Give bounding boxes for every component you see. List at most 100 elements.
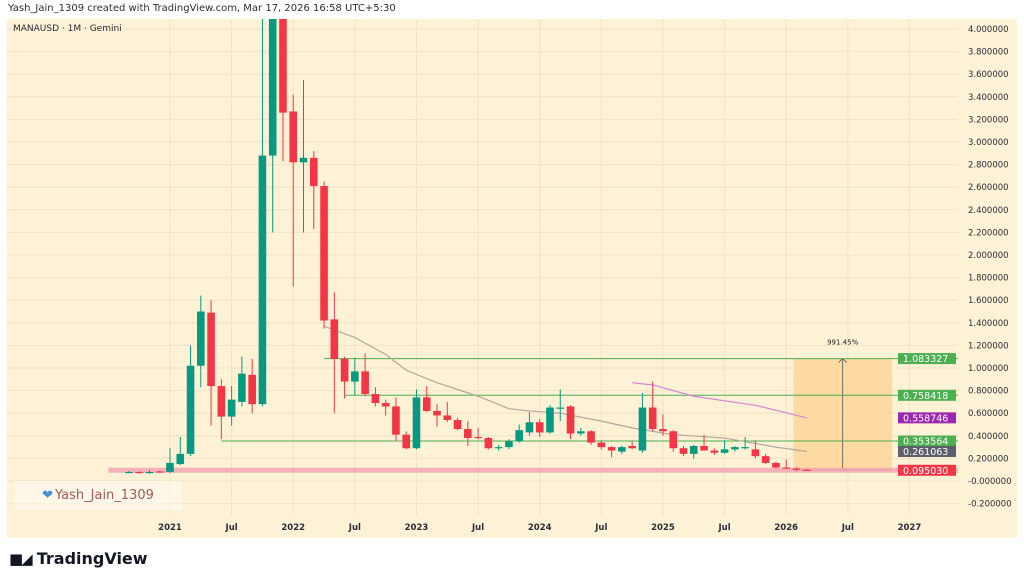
tradingview-logo[interactable]: ■◢ TradingView: [9, 549, 148, 568]
time-tick-label: 2021: [158, 523, 182, 533]
candle: [464, 421, 472, 446]
candle: [474, 427, 482, 440]
price-badge: 1.083327: [898, 353, 956, 365]
candle-body: [772, 462, 780, 468]
candle-body: [217, 386, 226, 417]
candle: [402, 431, 411, 450]
candle-body: [710, 450, 719, 453]
candle: [289, 94, 298, 287]
candle-body: [628, 445, 636, 449]
candle-body: [515, 430, 523, 442]
price-badge-label: 0.353564: [903, 437, 948, 448]
tradingview-logo-icon: ■◢: [9, 549, 33, 568]
candle-body: [361, 371, 369, 394]
candle-body: [289, 111, 298, 163]
candle: [340, 356, 349, 399]
candle: [761, 453, 770, 465]
price-tick-label: 2.400000: [968, 206, 1009, 216]
candle-body: [422, 397, 431, 411]
candle-body: [638, 407, 647, 451]
candle-body: [166, 462, 174, 472]
candle: [638, 392, 647, 453]
candle-body: [340, 358, 349, 382]
candle: [720, 440, 729, 454]
time-tick-label: 2022: [281, 523, 305, 533]
candle-body: [227, 399, 236, 417]
price-badge-label: 1.083327: [903, 354, 948, 365]
candle-body: [751, 449, 760, 457]
candle-body: [597, 442, 606, 448]
candle: [197, 295, 205, 388]
candle-body: [700, 445, 708, 451]
candle-body: [802, 469, 811, 471]
candle-body: [135, 471, 143, 474]
time-tick-label: Jul: [594, 523, 607, 533]
price-badge-bg: [898, 435, 956, 447]
candle: [268, 19, 277, 233]
time-tick-label: 2025: [651, 523, 675, 533]
price-tick-label: 0.800000: [968, 387, 1009, 397]
price-badge-label: 0.558746: [903, 413, 948, 424]
candle-body: [279, 19, 287, 113]
candle-body: [505, 441, 513, 448]
candle: [782, 459, 790, 469]
price-tick-label: 3.200000: [968, 115, 1009, 125]
price-tick-label: 1.600000: [968, 296, 1009, 306]
time-tick-label: Jul: [348, 523, 361, 533]
price-badge-bg: [898, 389, 956, 401]
candle: [607, 445, 616, 458]
candle: [587, 430, 595, 445]
price-tick-label: 4.000000: [968, 25, 1009, 35]
candle-body: [176, 453, 185, 465]
candle: [361, 353, 369, 397]
candle-body: [381, 403, 390, 407]
candle: [258, 19, 267, 407]
candle-body: [679, 448, 688, 454]
candle: [433, 404, 441, 427]
candle: [659, 414, 667, 436]
time-tick-label: 2023: [405, 523, 429, 533]
price-tick-label: 3.800000: [968, 48, 1009, 58]
price-badge-bg: [898, 353, 956, 365]
symbol-legend: MANAUSD · 1M · Gemini: [13, 24, 122, 34]
candle: [227, 386, 236, 426]
price-badge: 0.095030: [898, 464, 956, 477]
watermark: ❤ Yash_Jain_1309: [14, 481, 182, 510]
candle-body: [330, 319, 339, 359]
grid: [7, 19, 958, 515]
candle: [155, 470, 164, 473]
candle-body: [741, 447, 749, 449]
candle-body: [197, 311, 205, 366]
price-tick-label: 2.000000: [968, 251, 1009, 261]
price-badge-label: 0.758418: [903, 391, 948, 402]
price-tick-label: 0.400000: [968, 432, 1009, 442]
candle: [217, 379, 226, 440]
candle-body: [535, 422, 544, 433]
blue-heart-icon: ❤: [42, 488, 54, 503]
candle-body: [761, 456, 770, 463]
candle: [453, 417, 462, 431]
candle: [669, 430, 678, 452]
candle-body: [464, 429, 472, 439]
candle: [566, 405, 575, 440]
time-tick-label: 2027: [898, 523, 922, 533]
candle-body: [186, 365, 195, 454]
time-tick-label: 2024: [528, 523, 552, 533]
time-tick-label: Jul: [225, 523, 238, 533]
candle-body: [248, 374, 256, 405]
price-badge: 0.758418: [898, 389, 956, 402]
measure-percent-label: 991.45%: [827, 339, 858, 347]
candle: [494, 444, 503, 451]
price-tick-label: 2.200000: [968, 228, 1009, 238]
candle: [176, 436, 185, 466]
candle: [238, 356, 246, 407]
candle: [309, 151, 318, 230]
price-tick-label: 1.400000: [968, 319, 1009, 329]
candle-body: [525, 422, 534, 433]
candle: [279, 19, 287, 162]
candle-body: [320, 186, 328, 321]
candle: [597, 440, 606, 450]
chart-credit: Yash_Jain_1309 created with TradingView.…: [8, 3, 396, 14]
candle-body: [587, 431, 595, 443]
